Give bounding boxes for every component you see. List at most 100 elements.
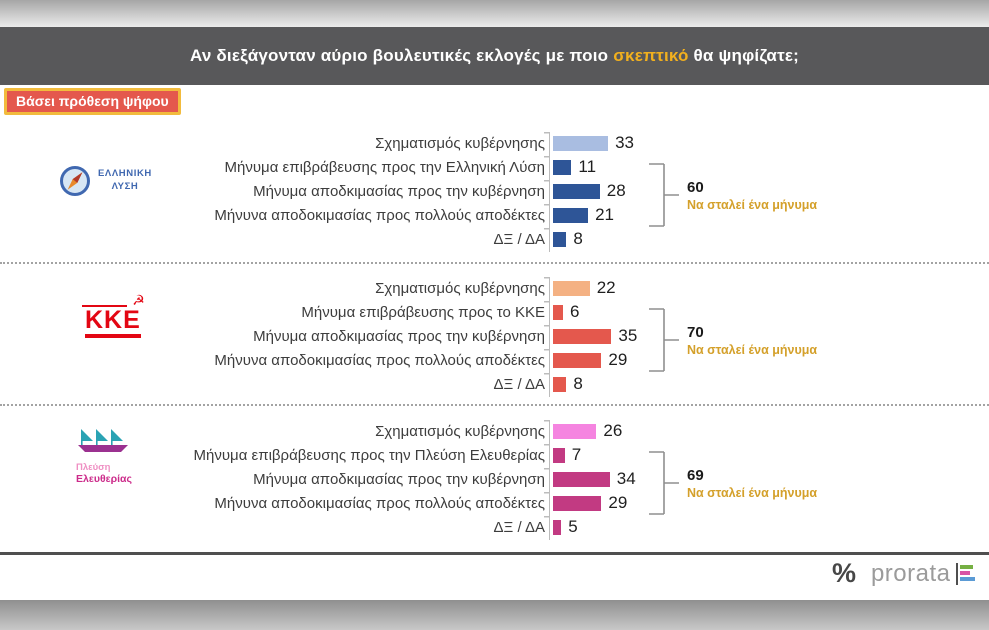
bar-chart-plefsi: Σχηματισμός κυβέρνησης 26 Μήνυμα επιβράβ… [0, 419, 989, 540]
bar-value: 5 [568, 517, 578, 536]
bar [553, 304, 563, 320]
footer-rule [0, 552, 989, 555]
bar [553, 280, 590, 296]
bar-row: ΔΞ / ΔΑ 8 [0, 372, 989, 396]
category-label: Σχηματισμός κυβέρνησης [375, 134, 545, 152]
summary-value: 60 [687, 179, 704, 196]
category-label: ΔΞ / ΔΑ [493, 518, 545, 536]
title-text-post: θα ψηφίζατε; [688, 46, 799, 65]
party-logo-line2: ΛΥΣΗ [111, 181, 139, 192]
brand-name: prorata [870, 559, 951, 587]
bar-chart-hellenic-lysi: Σχηματισμός κυβέρνησης 33 Μήνυμα επιβράβ… [0, 131, 989, 252]
summary-value: 69 [687, 467, 704, 484]
party-logo-plefsi: Πλεύση Ελευθερίας [76, 427, 132, 485]
bar-row: Μήνυμα αποδκιμασίας προς την κυβέρνηση 2… [0, 179, 989, 203]
bar [553, 376, 567, 392]
summary-label: Να σταλεί ένα μήνυμα [687, 343, 818, 357]
bar-value: 6 [570, 302, 580, 321]
bar-value: 8 [573, 229, 583, 248]
party-logo-hellenic-lysi: ΕΛΛΗΝΙΚΗ ΛΥΣΗ [58, 164, 152, 198]
bar-value: 28 [606, 181, 626, 200]
category-label: ΔΞ / ΔΑ [493, 375, 545, 393]
bar-value: 22 [596, 278, 616, 297]
bar-row: ΔΞ / ΔΑ 8 [0, 227, 989, 251]
category-label: Μήνυνα αποδοκιμασίας προς πολλούς αποδέκ… [214, 494, 545, 512]
axis-line [544, 420, 550, 540]
summary-label: Να σταλεί ένα μήνυμα [687, 486, 818, 500]
bar-row: Μήνυνα αποδοκιμασίας προς πολλούς αποδέκ… [0, 491, 989, 515]
summary-brace [648, 163, 680, 232]
bar-value: 7 [571, 445, 582, 464]
bar-row: Μήνυμα αποδκιμασίας προς την κυβέρνηση 3… [0, 467, 989, 491]
section-kke: ☭ KKE Σχηματισμός κυβέρνησης 22 Μήνυμα ε… [0, 276, 989, 397]
category-label: Μήνυμα αποδκιμασίας προς την κυβέρνηση [253, 470, 545, 488]
page-title: Αν διεξάγονταν αύριο βουλευτικές εκλογές… [190, 46, 799, 66]
hammer-sickle-icon: ☭ [132, 292, 145, 308]
bar-value: 26 [603, 421, 623, 440]
sailboat-icon [78, 429, 128, 452]
summary-label: Να σταλεί ένα μήνυμα [687, 198, 818, 212]
summary-value: 70 [687, 324, 704, 341]
bar [553, 495, 602, 511]
party-logo-text: KKE [85, 308, 141, 338]
dashed-divider [0, 262, 989, 264]
bar [553, 352, 602, 368]
bar-row: Μήνυμα αποδκιμασίας προς την κυβέρνηση 3… [0, 324, 989, 348]
category-label: Σχηματισμός κυβέρνησης [375, 422, 545, 440]
bar [553, 519, 562, 535]
bar-row: Σχηματισμός κυβέρνησης 22 [0, 276, 989, 300]
category-label: Σχηματισμός κυβέρνησης [375, 279, 545, 297]
bar [553, 423, 597, 439]
axis-line [544, 277, 550, 397]
bar-value: 11 [578, 157, 597, 176]
compass-icon [60, 166, 90, 196]
section-hellenic-lysi: ΕΛΛΗΝΙΚΗ ΛΥΣΗ Σχηματισμός κυβέρνησης 33 … [0, 131, 989, 252]
bar [553, 231, 567, 247]
category-label: Μήνυνα αποδοκιμασίας προς πολλούς αποδέκ… [214, 206, 545, 224]
party-logo-text: ΕΛΛΗΝΙΚΗ ΛΥΣΗ [98, 168, 152, 194]
bar [553, 159, 572, 175]
prorata-logo: % prorata [832, 558, 975, 589]
brace-icon [649, 451, 679, 515]
dashed-divider [0, 404, 989, 406]
party-logo-line2: Ελευθερίας [76, 473, 132, 485]
bar-value: 33 [615, 133, 635, 152]
intent-badge: Βάσει πρόθεση ψήφου [4, 88, 181, 115]
party-logo-line1: Πλεύση [76, 462, 111, 473]
summary-annotation: 60 Να σταλεί ένα μήνυμα [687, 179, 817, 213]
mini-chart-icon [955, 562, 975, 585]
header-bar: Αν διεξάγονταν αύριο βουλευτικές εκλογές… [0, 27, 989, 85]
bar-row: Μήνυνα αποδοκιμασίας προς πολλούς αποδέκ… [0, 203, 989, 227]
brace-icon [649, 308, 679, 372]
category-label: Μήνυμα επιβράβευσης προς την Πλεύση Ελευ… [193, 446, 545, 464]
bar-chart-kke: Σχηματισμός κυβέρνησης 22 Μήνυμα επιβράβ… [0, 276, 989, 397]
axis-line [544, 132, 550, 252]
bar-value: 21 [595, 205, 615, 224]
category-label: ΔΞ / ΔΑ [493, 230, 545, 248]
percent-icon: % [831, 558, 856, 588]
bar-row: Μήνυνα αποδοκιμασίας προς πολλούς αποδέκ… [0, 348, 989, 372]
summary-annotation: 69 Να σταλεί ένα μήνυμα [687, 467, 817, 501]
bar [553, 183, 600, 199]
brace-icon [649, 163, 679, 227]
category-label: Μήνυμα επιβράβευσης προς το ΚΚΕ [301, 303, 545, 321]
kke-topline [82, 305, 127, 307]
bar [553, 447, 565, 463]
bar-value: 34 [616, 469, 636, 488]
bar-value: 29 [608, 350, 628, 369]
category-label: Μήνυμα αποδκιμασίας προς την κυβέρνηση [253, 182, 545, 200]
bar-row: Σχηματισμός κυβέρνησης 33 [0, 131, 989, 155]
party-logo-line1: ΕΛΛΗΝΙΚΗ [98, 168, 152, 180]
bar [553, 471, 610, 487]
category-label: Μήνυμα αποδκιμασίας προς την κυβέρνηση [253, 327, 545, 345]
summary-annotation: 70 Να σταλεί ένα μήνυμα [687, 324, 817, 358]
bar [553, 207, 589, 223]
bar-value: 35 [618, 326, 638, 345]
bar-row: Μήνυμα επιβράβευσης προς την Πλεύση Ελευ… [0, 443, 989, 467]
summary-brace [648, 308, 680, 377]
section-plefsi-eleftherias: Πλεύση Ελευθερίας Σχηματισμός κυβέρνησης… [0, 419, 989, 540]
party-logo-kke: ☭ KKE [82, 293, 145, 338]
bottom-strip [0, 600, 989, 630]
bar-row: Μήνυμα επιβράβευσης προς την Ελληνική Λύ… [0, 155, 989, 179]
